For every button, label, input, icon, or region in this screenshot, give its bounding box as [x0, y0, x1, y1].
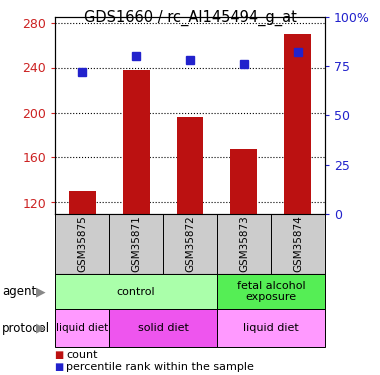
Bar	[68, 191, 96, 214]
Bar	[55, 309, 109, 347]
Text: GSM35874: GSM35874	[293, 215, 303, 272]
Text: solid diet: solid diet	[138, 323, 188, 333]
Text: percentile rank within the sample: percentile rank within the sample	[66, 362, 254, 372]
Bar	[163, 214, 217, 274]
Text: GSM35871: GSM35871	[131, 215, 141, 272]
Text: agent: agent	[2, 285, 36, 298]
Text: GSM35875: GSM35875	[77, 215, 87, 272]
Bar	[122, 70, 149, 214]
Text: ▶: ▶	[36, 285, 46, 298]
Text: count: count	[66, 350, 98, 360]
Bar	[217, 309, 325, 347]
Bar	[230, 148, 258, 214]
Bar	[217, 274, 325, 309]
Text: ▶: ▶	[36, 322, 46, 334]
Text: ■: ■	[54, 350, 63, 360]
Bar	[109, 309, 217, 347]
Text: liquid diet: liquid diet	[243, 323, 299, 333]
Bar	[284, 34, 311, 214]
Text: liquid diet: liquid diet	[56, 323, 108, 333]
Text: GDS1660 / rc_AI145494_g_at: GDS1660 / rc_AI145494_g_at	[84, 9, 296, 26]
Text: control: control	[117, 286, 155, 297]
Bar	[109, 214, 163, 274]
Text: protocol: protocol	[2, 322, 50, 334]
Bar	[55, 214, 109, 274]
Text: GSM35873: GSM35873	[239, 215, 249, 272]
Bar	[271, 214, 325, 274]
Bar	[217, 214, 271, 274]
Text: GSM35872: GSM35872	[185, 215, 195, 272]
Text: fetal alcohol
exposure: fetal alcohol exposure	[237, 281, 305, 302]
Bar	[176, 117, 204, 214]
Text: ■: ■	[54, 362, 63, 372]
Bar	[55, 274, 217, 309]
